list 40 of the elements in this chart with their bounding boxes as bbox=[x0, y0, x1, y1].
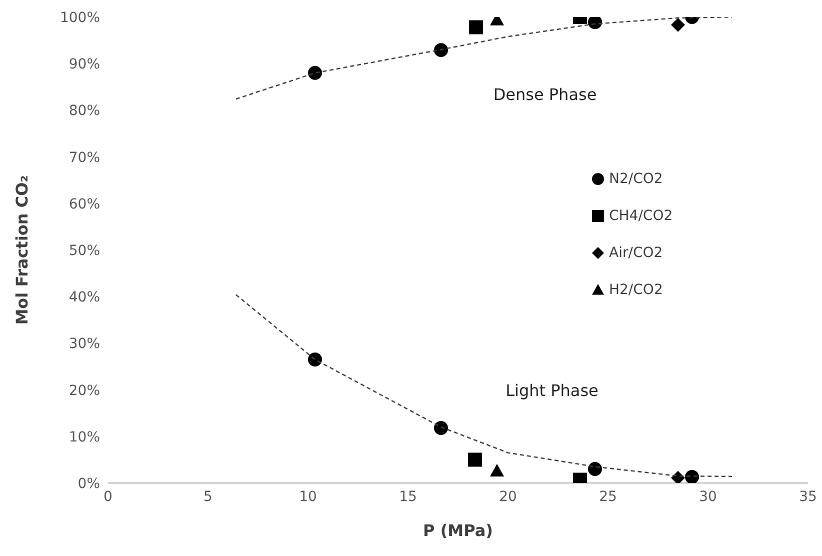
legend-label: H2/CO2 bbox=[609, 282, 663, 298]
y-tick-label: 40% bbox=[68, 290, 100, 306]
x-axis-title: P (MPa) bbox=[423, 521, 493, 540]
point bbox=[434, 43, 448, 58]
y-tick-label: 20% bbox=[68, 382, 100, 399]
legend-label: CH4/CO2 bbox=[609, 208, 673, 224]
y-tick-label: 90% bbox=[68, 56, 100, 73]
x-tick-label: 35 bbox=[799, 488, 817, 505]
legend-label: N2/CO2 bbox=[609, 170, 663, 186]
y-tick-label: 100% bbox=[60, 10, 100, 26]
y-tick-label: 60% bbox=[68, 196, 100, 212]
x-tick-label: 5 bbox=[204, 488, 212, 505]
annotation: Dense Phase bbox=[493, 85, 597, 104]
x-tick-label: 20 bbox=[499, 488, 517, 505]
point bbox=[490, 464, 504, 476]
point bbox=[588, 17, 602, 30]
x-tick-label: 0 bbox=[104, 488, 112, 505]
point bbox=[588, 462, 602, 476]
point bbox=[469, 20, 483, 34]
point bbox=[308, 66, 322, 80]
point bbox=[468, 452, 482, 467]
legend-label: Air/CO2 bbox=[609, 244, 663, 260]
line-series bbox=[235, 17, 733, 100]
x-tick-label: 30 bbox=[699, 488, 717, 505]
y-tick-label: 80% bbox=[68, 103, 100, 120]
point bbox=[308, 352, 322, 367]
y-tick-label: 70% bbox=[68, 150, 100, 166]
y-tick-label: 30% bbox=[68, 336, 100, 352]
annotation: Light Phase bbox=[506, 381, 598, 400]
point bbox=[434, 421, 448, 436]
point bbox=[671, 18, 685, 32]
y-tick-label: 10% bbox=[68, 429, 100, 446]
x-tick-label: 10 bbox=[299, 488, 317, 505]
y-axis-title: Mol Fraction CO₂ bbox=[12, 175, 32, 325]
point bbox=[671, 470, 685, 483]
y-tick-label: 0% bbox=[78, 476, 100, 492]
point bbox=[685, 470, 699, 483]
x-tick-label: 25 bbox=[599, 488, 617, 505]
x-tick-label: 15 bbox=[399, 488, 417, 505]
y-tick-label: 50% bbox=[68, 242, 100, 259]
